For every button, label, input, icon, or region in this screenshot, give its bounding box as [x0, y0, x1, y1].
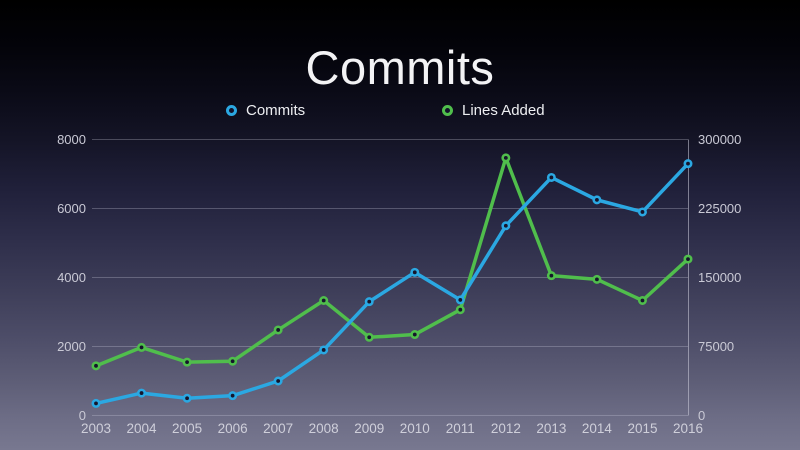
x-axis-label: 2014 — [582, 421, 613, 436]
commits-point — [637, 207, 647, 217]
commits-point — [410, 267, 420, 277]
right-axis-tick-label: 75000 — [698, 339, 734, 354]
commits-point — [137, 388, 147, 398]
left-axis-tick-label: 8000 — [57, 132, 86, 147]
lines-added-point — [546, 271, 556, 281]
legend-label-lines-added: Lines Added — [462, 102, 545, 119]
legend-item-commits: Commits — [226, 102, 305, 119]
x-axis-label: 2007 — [263, 421, 293, 436]
legend-item-lines-added: Lines Added — [442, 102, 545, 119]
commits-point — [546, 172, 556, 182]
x-axis-label: 2005 — [172, 421, 202, 436]
left-axis-tick-label: 0 — [79, 408, 86, 423]
lines-added-line — [94, 156, 690, 368]
x-axis-label: 2009 — [354, 421, 384, 436]
lines-added-point — [364, 332, 374, 342]
commits-point — [319, 345, 329, 355]
x-axis-label: 2004 — [127, 421, 158, 436]
lines-added-point — [319, 295, 329, 305]
commits-point — [592, 195, 602, 205]
x-axis-label: 2011 — [446, 421, 475, 436]
left-axis-tick-label: 4000 — [57, 270, 86, 285]
lines-added-point — [501, 153, 511, 163]
commits-point — [182, 393, 192, 403]
left-axis-tick-label: 6000 — [57, 201, 86, 216]
lines-added-point — [91, 361, 101, 371]
commits-point — [91, 398, 101, 408]
right-axis-tick-label: 300000 — [698, 132, 741, 147]
lines-added-point — [592, 274, 602, 284]
right-axis-tick-label: 225000 — [698, 201, 741, 216]
legend-label-commits: Commits — [246, 102, 306, 119]
x-axis-label: 2010 — [400, 421, 430, 436]
lines-added-point — [273, 325, 283, 335]
lines-added-point — [410, 330, 420, 340]
x-axis-label: 2015 — [627, 421, 657, 436]
lines-added-point — [182, 357, 192, 367]
x-axis-label: 2008 — [309, 421, 339, 436]
lines-added-point — [683, 254, 693, 264]
chart-title: Commits — [305, 41, 495, 94]
x-axis-label: 2013 — [536, 421, 566, 436]
right-axis-tick-label: 150000 — [698, 270, 741, 285]
commits-point — [501, 221, 511, 231]
commits-point — [273, 376, 283, 386]
commits-point — [683, 159, 693, 169]
commits-point — [455, 295, 465, 305]
commits-point — [228, 391, 238, 401]
x-axis-label: 2012 — [491, 421, 521, 436]
lines-added-point — [228, 356, 238, 366]
lines-added-point — [637, 295, 647, 305]
x-axis-label: 2003 — [81, 421, 111, 436]
lines-added-point — [455, 305, 465, 315]
commits-series-marker-icon — [226, 105, 237, 116]
x-axis-label: 2006 — [218, 421, 248, 436]
lines-added-series-marker-icon — [442, 105, 453, 116]
lines-added-point — [137, 342, 147, 352]
right-axis-tick-label: 0 — [698, 408, 705, 423]
left-axis-tick-label: 2000 — [57, 339, 86, 354]
commits-point — [364, 297, 374, 307]
x-axis-label: 2016 — [673, 421, 703, 436]
commits-line — [94, 161, 690, 406]
